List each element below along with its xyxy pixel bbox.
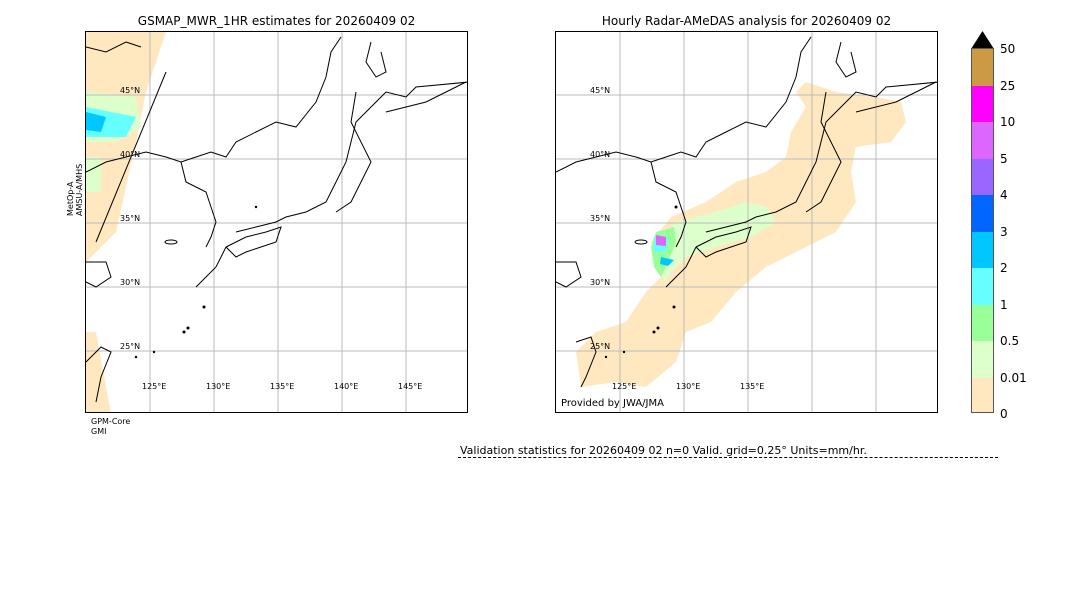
right-lat-label-25: 25°N bbox=[590, 342, 611, 351]
colorbar-segment-25-50 bbox=[972, 49, 993, 86]
right-lat-label-30: 30°N bbox=[590, 278, 611, 287]
right-lon-label-125: 125°E bbox=[612, 382, 637, 391]
colorbar-segment-10-25 bbox=[972, 85, 993, 122]
right-map-plot: 45°N 40°N 35°N 30°N 25°N 125°E 130°E 135… bbox=[555, 31, 938, 413]
colorbar-segment-2-3 bbox=[972, 231, 993, 268]
left-lon-label-130: 130°E bbox=[206, 382, 231, 391]
right-map-title: Hourly Radar-AMeDAS analysis for 2026040… bbox=[601, 14, 892, 28]
sensor-instrument-gmi: GMI bbox=[91, 427, 107, 436]
colorbar-tick-25: 25 bbox=[1000, 79, 1016, 93]
colorbar-segment-0.5-1 bbox=[972, 304, 993, 341]
colorbar-segment-0.01-0.5 bbox=[972, 341, 993, 378]
colorbar-tick-0: 0 bbox=[1000, 407, 1008, 421]
left-lat-label-45: 45°N bbox=[120, 86, 141, 95]
sensor-name-gpm: GPM-Core bbox=[91, 417, 131, 426]
left-map-graphics bbox=[86, 32, 467, 412]
right-lat-label-35: 35°N bbox=[590, 214, 611, 223]
validation-statistics-text: Validation statistics for 20260409 02 n=… bbox=[460, 444, 867, 457]
sensor-name-metop: MetOp-A bbox=[66, 181, 75, 216]
colorbar-segment-4-5 bbox=[972, 158, 993, 195]
colorbar-segment-1-2 bbox=[972, 268, 993, 305]
colorbar-tick-0.5: 0.5 bbox=[1000, 334, 1020, 348]
data-credit: Provided by JWA/JMA bbox=[561, 398, 664, 409]
right-lat-label-45: 45°N bbox=[590, 86, 611, 95]
left-lon-label-140: 140°E bbox=[334, 382, 359, 391]
left-lon-label-125: 125°E bbox=[142, 382, 167, 391]
colorbar-tick-2: 2 bbox=[1000, 261, 1008, 275]
left-map-title: GSMAP_MWR_1HR estimates for 20260409 02 bbox=[137, 14, 416, 28]
left-sensor-label-metop: MetOp-A AMSU-A/MHS bbox=[66, 164, 84, 216]
colorbar-tick-4: 4 bbox=[1000, 188, 1008, 202]
left-map-plot: 45°N 40°N 35°N 30°N 25°N 125°E 130°E 135… bbox=[85, 31, 468, 413]
left-lat-label-40: 40°N bbox=[120, 150, 141, 159]
left-lon-label-145: 145°E bbox=[398, 382, 423, 391]
colorbar bbox=[971, 48, 994, 413]
left-sensor-label-gpm: GPM-Core GMI bbox=[91, 417, 130, 437]
colorbar-tick-10: 10 bbox=[1000, 115, 1016, 129]
left-lat-label-30: 30°N bbox=[120, 278, 141, 287]
colorbar-tick-50: 50 bbox=[1000, 42, 1016, 56]
left-lon-label-135: 135°E bbox=[270, 382, 295, 391]
validation-divider bbox=[458, 457, 998, 458]
colorbar-tick-1: 1 bbox=[1000, 298, 1008, 312]
right-lon-label-130: 130°E bbox=[676, 382, 701, 391]
colorbar-segment-0-0.01 bbox=[972, 377, 993, 412]
right-lon-label-135: 135°E bbox=[740, 382, 765, 391]
colorbar-tick-3: 3 bbox=[1000, 225, 1008, 239]
colorbar-segment-5-10 bbox=[972, 122, 993, 159]
sensor-instrument-amsu: AMSU-A/MHS bbox=[75, 163, 84, 216]
colorbar-tick-0.01: 0.01 bbox=[1000, 371, 1027, 385]
left-lat-label-35: 35°N bbox=[120, 214, 141, 223]
right-lat-label-40: 40°N bbox=[590, 150, 611, 159]
colorbar-extend-arrow-icon bbox=[971, 31, 994, 49]
colorbar-segment-3-4 bbox=[972, 195, 993, 232]
colorbar-tick-5: 5 bbox=[1000, 152, 1008, 166]
left-lat-label-25: 25°N bbox=[120, 342, 141, 351]
right-map-graphics bbox=[556, 32, 937, 412]
